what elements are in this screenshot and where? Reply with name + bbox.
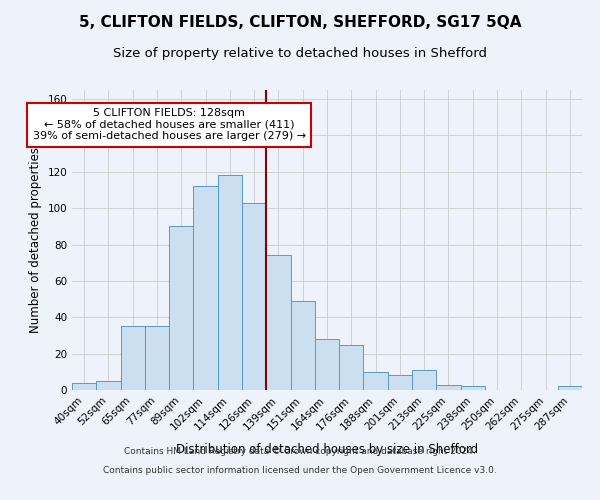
Bar bbox=[145, 326, 169, 390]
Bar bbox=[96, 381, 121, 390]
Text: Contains public sector information licensed under the Open Government Licence v3: Contains public sector information licen… bbox=[103, 466, 497, 475]
Bar bbox=[315, 339, 339, 390]
Bar bbox=[193, 186, 218, 390]
Bar bbox=[169, 226, 193, 390]
Bar bbox=[121, 326, 145, 390]
Text: 5 CLIFTON FIELDS: 128sqm
← 58% of detached houses are smaller (411)
39% of semi-: 5 CLIFTON FIELDS: 128sqm ← 58% of detach… bbox=[32, 108, 306, 142]
Bar bbox=[72, 382, 96, 390]
Bar bbox=[364, 372, 388, 390]
X-axis label: Distribution of detached houses by size in Shefford: Distribution of detached houses by size … bbox=[176, 443, 478, 456]
Bar bbox=[558, 386, 582, 390]
Bar bbox=[218, 176, 242, 390]
Text: Contains HM Land Registry data © Crown copyright and database right 2024.: Contains HM Land Registry data © Crown c… bbox=[124, 448, 476, 456]
Text: Size of property relative to detached houses in Shefford: Size of property relative to detached ho… bbox=[113, 48, 487, 60]
Y-axis label: Number of detached properties: Number of detached properties bbox=[29, 147, 42, 333]
Bar bbox=[388, 376, 412, 390]
Bar bbox=[266, 256, 290, 390]
Bar bbox=[290, 301, 315, 390]
Bar bbox=[339, 344, 364, 390]
Bar bbox=[412, 370, 436, 390]
Bar bbox=[242, 202, 266, 390]
Bar bbox=[461, 386, 485, 390]
Text: 5, CLIFTON FIELDS, CLIFTON, SHEFFORD, SG17 5QA: 5, CLIFTON FIELDS, CLIFTON, SHEFFORD, SG… bbox=[79, 15, 521, 30]
Bar bbox=[436, 384, 461, 390]
